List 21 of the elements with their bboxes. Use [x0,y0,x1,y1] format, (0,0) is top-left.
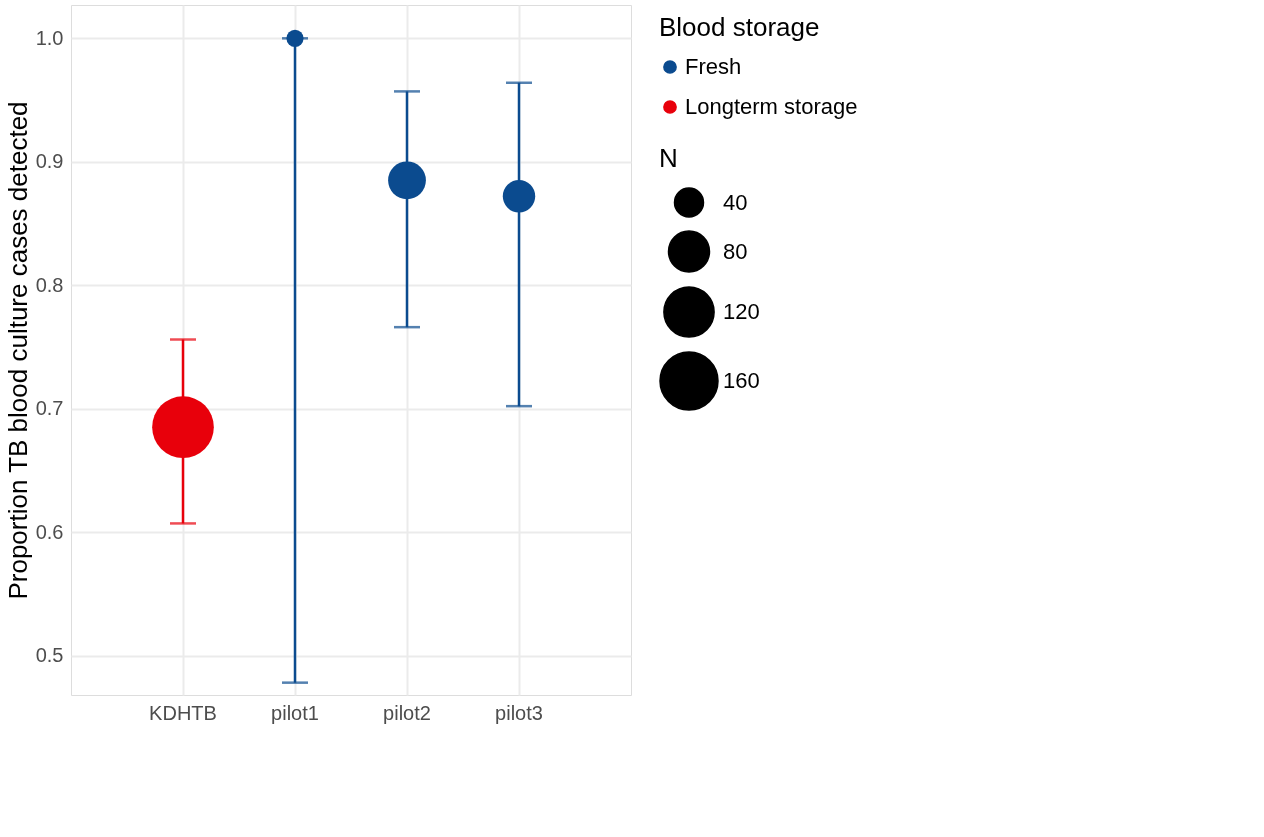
legend-label: 160 [723,368,760,393]
x-tick-label: KDHTB [149,701,217,724]
y-tick-label: 0.8 [35,273,64,296]
legend-label: Longterm storage [685,94,858,119]
y-tick-label: 0.5 [35,644,64,666]
y-tick-label: 0.9 [35,150,64,173]
y-axis-title: Proportion TB blood culture cases detected [2,101,33,600]
legend-label: 120 [723,299,760,324]
legend-label: 40 [723,189,748,215]
y-tick-label: 0.7 [35,397,64,420]
point [502,180,536,213]
x-tick-label: pilot2 [383,701,431,724]
y-tick-label: 1.0 [35,26,64,49]
text: N [659,143,678,173]
legend-title: Blood storage [659,12,820,42]
x-tick-label: pilot3 [495,701,543,724]
legend-label: 80 [723,238,748,264]
y-tick-label: 0.6 [35,520,64,543]
point [152,396,214,458]
x-tick-label: pilot1 [271,701,319,724]
legend-label: Fresh [685,54,742,79]
